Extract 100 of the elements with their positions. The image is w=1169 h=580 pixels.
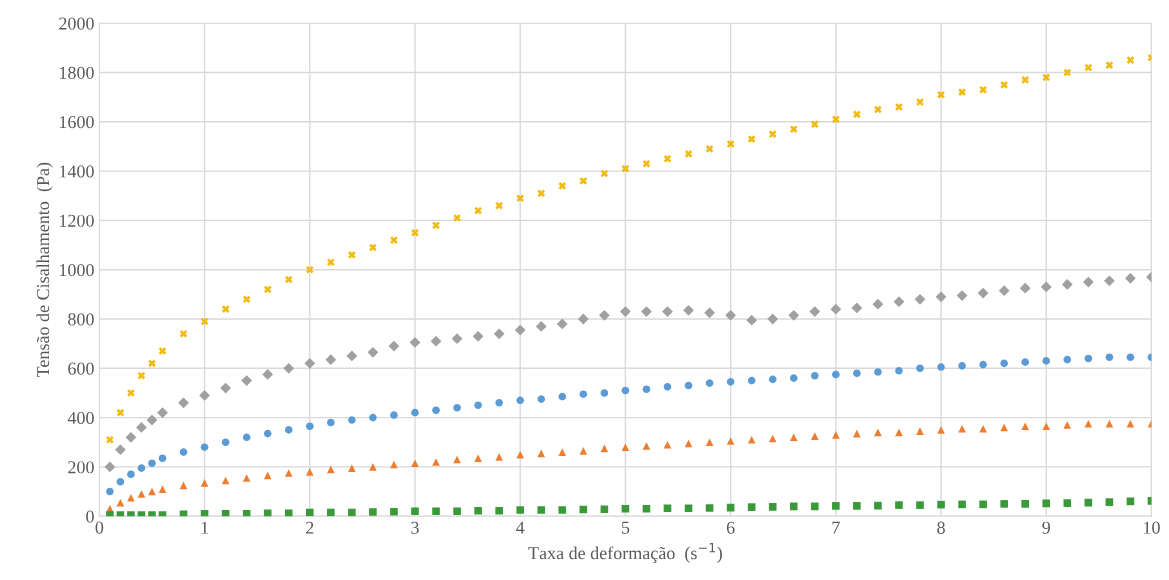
point [788, 309, 800, 321]
point [1021, 76, 1030, 84]
point [1019, 282, 1031, 294]
point [747, 503, 756, 511]
point [979, 85, 987, 94]
point [430, 335, 442, 347]
point [106, 487, 114, 496]
point [535, 321, 547, 332]
point [767, 313, 779, 325]
point [1063, 68, 1072, 77]
point [327, 258, 335, 267]
point [620, 306, 631, 317]
point [200, 479, 209, 487]
point [768, 130, 777, 138]
point [179, 510, 188, 517]
point [348, 508, 356, 517]
point [148, 359, 156, 368]
point [1105, 419, 1114, 428]
point [851, 302, 863, 314]
point [1063, 499, 1072, 507]
point [537, 449, 546, 458]
point [432, 507, 440, 516]
point [600, 505, 609, 514]
point [106, 435, 114, 444]
point [789, 374, 798, 382]
y-tick-label: 200 [68, 461, 94, 474]
point [388, 340, 400, 352]
point [600, 169, 609, 178]
point [1104, 275, 1115, 287]
point [1084, 354, 1093, 363]
point [642, 159, 651, 168]
point [747, 135, 756, 143]
point [1000, 81, 1008, 89]
point [1021, 500, 1030, 508]
point [1000, 359, 1008, 368]
point [874, 105, 882, 114]
point [663, 440, 672, 449]
y-tick-label: 2000 [59, 17, 94, 30]
point [516, 450, 525, 459]
point [495, 453, 503, 461]
point [411, 507, 419, 516]
point [979, 500, 987, 509]
point [1063, 355, 1072, 364]
point [1125, 272, 1136, 284]
point [158, 454, 167, 463]
point [1105, 498, 1114, 506]
point [684, 381, 693, 390]
point [558, 392, 567, 401]
x-tick-label: 1 [201, 521, 209, 534]
point [325, 354, 337, 366]
point [137, 490, 146, 498]
point [747, 435, 756, 444]
point [1021, 422, 1030, 431]
point [432, 458, 440, 466]
point [367, 346, 379, 358]
point [1126, 56, 1135, 64]
point [558, 448, 567, 456]
point [537, 506, 546, 514]
point [495, 506, 503, 515]
point [704, 307, 715, 319]
point [305, 508, 314, 517]
point [705, 145, 714, 153]
point [621, 443, 630, 451]
point [893, 296, 905, 308]
point [1105, 353, 1114, 362]
point [853, 369, 861, 378]
point [789, 125, 798, 133]
point [1042, 357, 1051, 365]
point [705, 379, 714, 387]
point [683, 304, 694, 316]
point [516, 396, 525, 405]
point [642, 505, 651, 513]
point [914, 293, 926, 305]
point [104, 461, 116, 473]
point [474, 506, 482, 515]
point [474, 454, 482, 463]
point [1021, 358, 1030, 366]
point [411, 408, 419, 417]
point [495, 201, 503, 210]
point [178, 397, 189, 409]
point [158, 347, 167, 355]
point [369, 413, 377, 422]
point [283, 362, 295, 374]
point [327, 418, 335, 427]
point [768, 503, 777, 511]
point [221, 438, 230, 447]
point [242, 295, 251, 304]
point [663, 154, 672, 163]
x-tick-label: 0 [95, 521, 104, 534]
point [263, 509, 272, 517]
point [768, 434, 777, 443]
point [832, 370, 840, 379]
y-tick-label: 1600 [59, 116, 94, 129]
point [558, 182, 567, 190]
point [977, 287, 989, 299]
point [916, 427, 924, 435]
point [916, 501, 924, 509]
x-tick-label: 9 [1042, 521, 1051, 534]
point [284, 509, 293, 517]
point [956, 290, 968, 301]
